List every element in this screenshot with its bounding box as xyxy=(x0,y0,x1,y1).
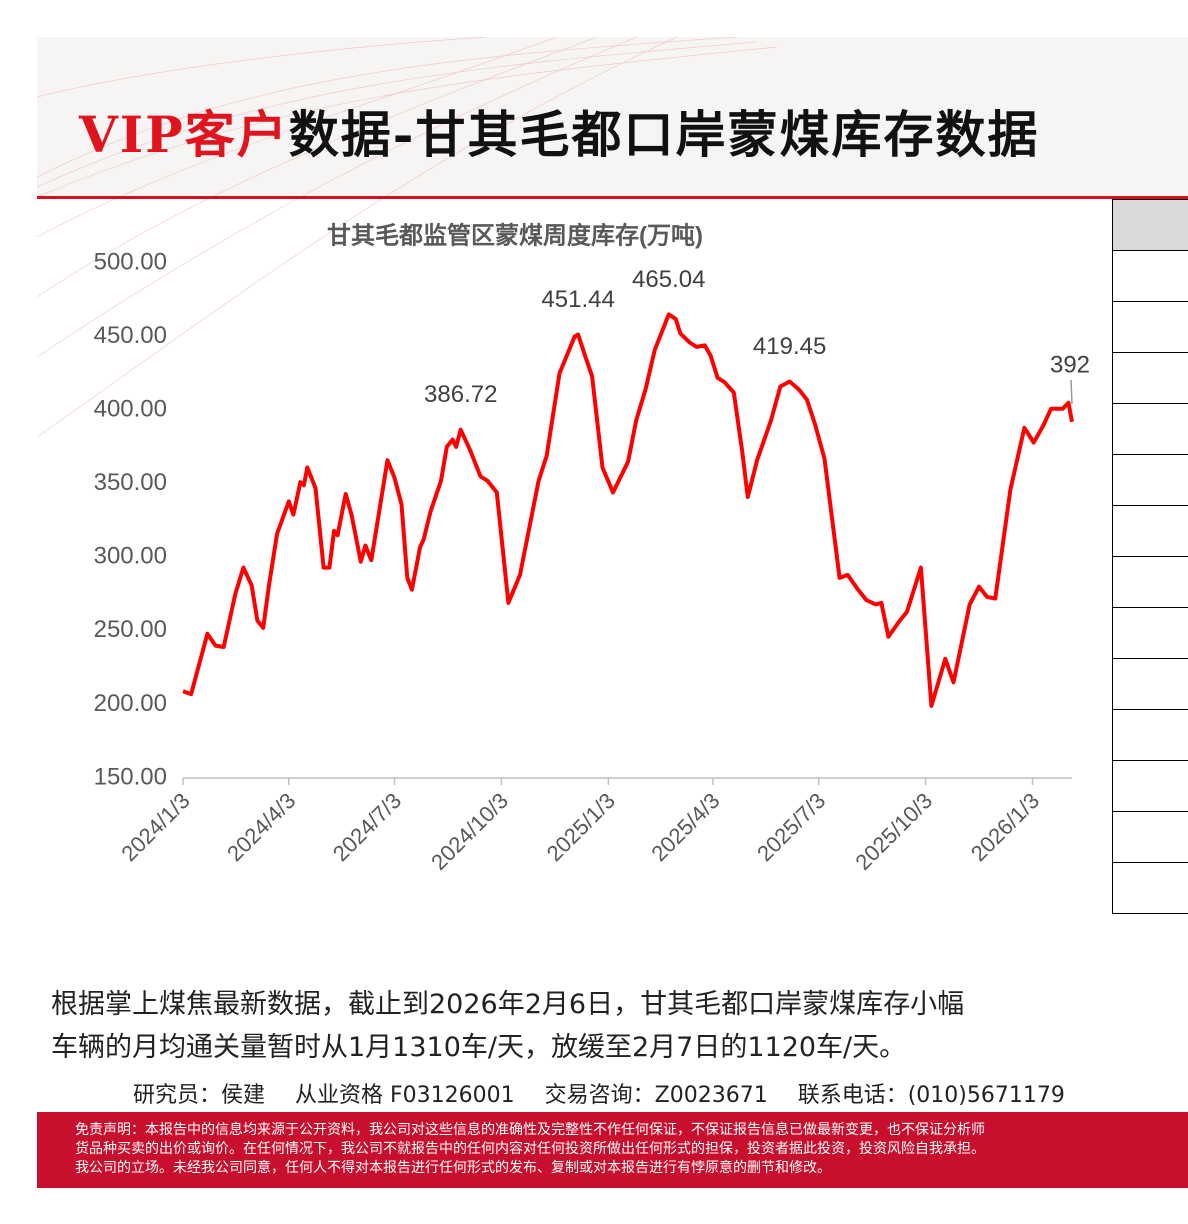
annotation: 386.72 xyxy=(424,381,497,408)
x-tick-label: 2025/1/3 xyxy=(542,788,620,866)
annotation: 392 xyxy=(1050,351,1090,378)
y-tick-label: 200.00 xyxy=(94,690,167,717)
contact-line: 研究员：侯建 从业资格 F03126001 交易咨询：Z0023671 联系电话：(0… xyxy=(133,1077,1095,1109)
annotation: 451.44 xyxy=(541,286,614,313)
y-tick-label: 300.00 xyxy=(94,543,167,570)
summary-line: 车辆的月均通关量暂时从1月1310车/天，放缓至2月7日的1120车/天。 xyxy=(51,1032,907,1063)
annotation: 419.45 xyxy=(753,333,826,360)
x-tick-label: 2025/4/3 xyxy=(646,788,724,866)
x-tick-label: 2024/1/3 xyxy=(116,788,194,866)
y-tick-label: 450.00 xyxy=(94,322,167,349)
contact-item: 交易咨询：Z0023671 xyxy=(544,1083,768,1108)
x-tick-label: 2026/1/3 xyxy=(966,788,1044,866)
disclaimer-line: 我公司的立场。未经我公司同意，任何人不得对本报告进行任何形式的发布、复制或对本报… xyxy=(75,1160,831,1176)
slide: VIP客户数据-甘其毛都口岸蒙煤库存数据 甘其毛都监管区蒙煤周度库存(万吨) 1… xyxy=(37,37,1188,1188)
disclaimer-line: 货品种买卖的出价或询价。在任何情况下，我公司不就报告中的任何内容对任何投资所做出… xyxy=(75,1141,985,1157)
summary-line: 根据掌上煤焦最新数据，截止到2026年2月6日，甘其毛都口岸蒙煤库存小幅 xyxy=(51,989,965,1020)
disclaimer: 免责声明：本报告中的信息均来源于公开资料，我公司对这些信息的准确性及完整性不作任… xyxy=(37,1112,1188,1188)
chart-title: 甘其毛都监管区蒙煤周度库存(万吨) xyxy=(327,221,703,249)
x-tick-label: 2024/4/3 xyxy=(222,788,300,866)
y-tick-label: 250.00 xyxy=(94,616,167,643)
disclaimer-line: 免责声明：本报告中的信息均来源于公开资料，我公司对这些信息的准确性及完整性不作任… xyxy=(75,1122,985,1138)
decor-curves xyxy=(37,37,778,438)
page-title: VIP客户数据-甘其毛都口岸蒙煤库存数据 xyxy=(79,95,1040,167)
contact-item: 研究员：侯建 xyxy=(133,1083,266,1108)
y-tick-label: 500.00 xyxy=(94,248,167,275)
background-decoration xyxy=(37,37,1188,438)
annotation-leader xyxy=(1070,379,1073,404)
y-tick-label: 350.00 xyxy=(94,469,167,496)
annotation: 465.04 xyxy=(632,266,705,293)
contact-item: 从业资格 F03126001 xyxy=(295,1083,515,1108)
x-tick-label: 2024/10/3 xyxy=(426,788,513,875)
title-highlight: VIP客户 xyxy=(79,105,289,164)
x-tick-label: 2024/7/3 xyxy=(328,788,406,866)
y-tick-label: 400.00 xyxy=(94,395,167,422)
side-table xyxy=(1112,199,1188,914)
chart: 甘其毛都监管区蒙煤周度库存(万吨) 150.00 200.00 250.00 300.… xyxy=(94,221,1090,875)
contact-item: 联系电话：(010)5671179 xyxy=(797,1083,1065,1108)
header-band xyxy=(37,37,1188,197)
x-tick-label: 2025/7/3 xyxy=(752,788,830,866)
data-line xyxy=(182,312,1074,708)
x-tick-label: 2025/10/3 xyxy=(850,788,937,875)
y-tick-label: 150.00 xyxy=(94,763,167,790)
title-rule xyxy=(37,196,1188,199)
title-rest: 数据-甘其毛都口岸蒙煤库存数据 xyxy=(288,105,1040,164)
